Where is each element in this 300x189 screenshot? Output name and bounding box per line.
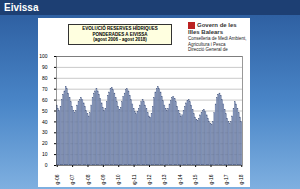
svg-text:ag-12: ag-12 [146, 174, 152, 185]
html-text:Direcció General de Recursos H: Direcció General de Recursos Hídrics [188, 47, 228, 58]
svg-text:100: 100 [39, 53, 48, 59]
svg-text:ag-18: ag-18 [238, 174, 244, 185]
svg-text:ag-17: ag-17 [223, 174, 229, 185]
svg-text:ag-06: ag-06 [54, 174, 60, 185]
svg-text:ag-13: ag-13 [161, 174, 167, 185]
svg-text:30: 30 [42, 129, 48, 135]
svg-text:ag-15: ag-15 [192, 174, 198, 185]
html-text:(agost 2006 - agost 2018): (agost 2006 - agost 2018) [93, 37, 147, 42]
svg-text:20: 20 [42, 140, 48, 146]
svg-text:70: 70 [42, 86, 48, 92]
svg-text:ag-09: ag-09 [100, 174, 106, 185]
svg-text:ag-14: ag-14 [177, 174, 183, 185]
svg-text:ag-11: ag-11 [131, 174, 137, 185]
svg-text:60: 60 [42, 97, 48, 103]
svg-text:ag-16: ag-16 [208, 174, 214, 185]
svg-text:50: 50 [42, 108, 48, 114]
svg-text:ag-07: ag-07 [69, 174, 75, 185]
svg-text:0: 0 [45, 162, 48, 168]
svg-text:80: 80 [42, 75, 48, 81]
html-text:Govern de les Illes Balears: Govern de les Illes Balears [188, 22, 237, 36]
svg-text:10: 10 [42, 151, 48, 157]
svg-text:40: 40 [42, 119, 48, 125]
svg-text:ag-10: ag-10 [115, 174, 121, 185]
svg-text:90: 90 [42, 64, 48, 70]
html-text:Conselleria de Medi Ambient, A: Conselleria de Medi Ambient, Agricultura… [188, 36, 247, 47]
html-text:EVOLUCIÓ RESERVES HÍDRIQUES PO: EVOLUCIÓ RESERVES HÍDRIQUES PONDERADES A… [82, 26, 158, 37]
svg-text:ag-08: ag-08 [85, 174, 91, 185]
html-text:Eivissa: Eivissa [4, 2, 39, 13]
